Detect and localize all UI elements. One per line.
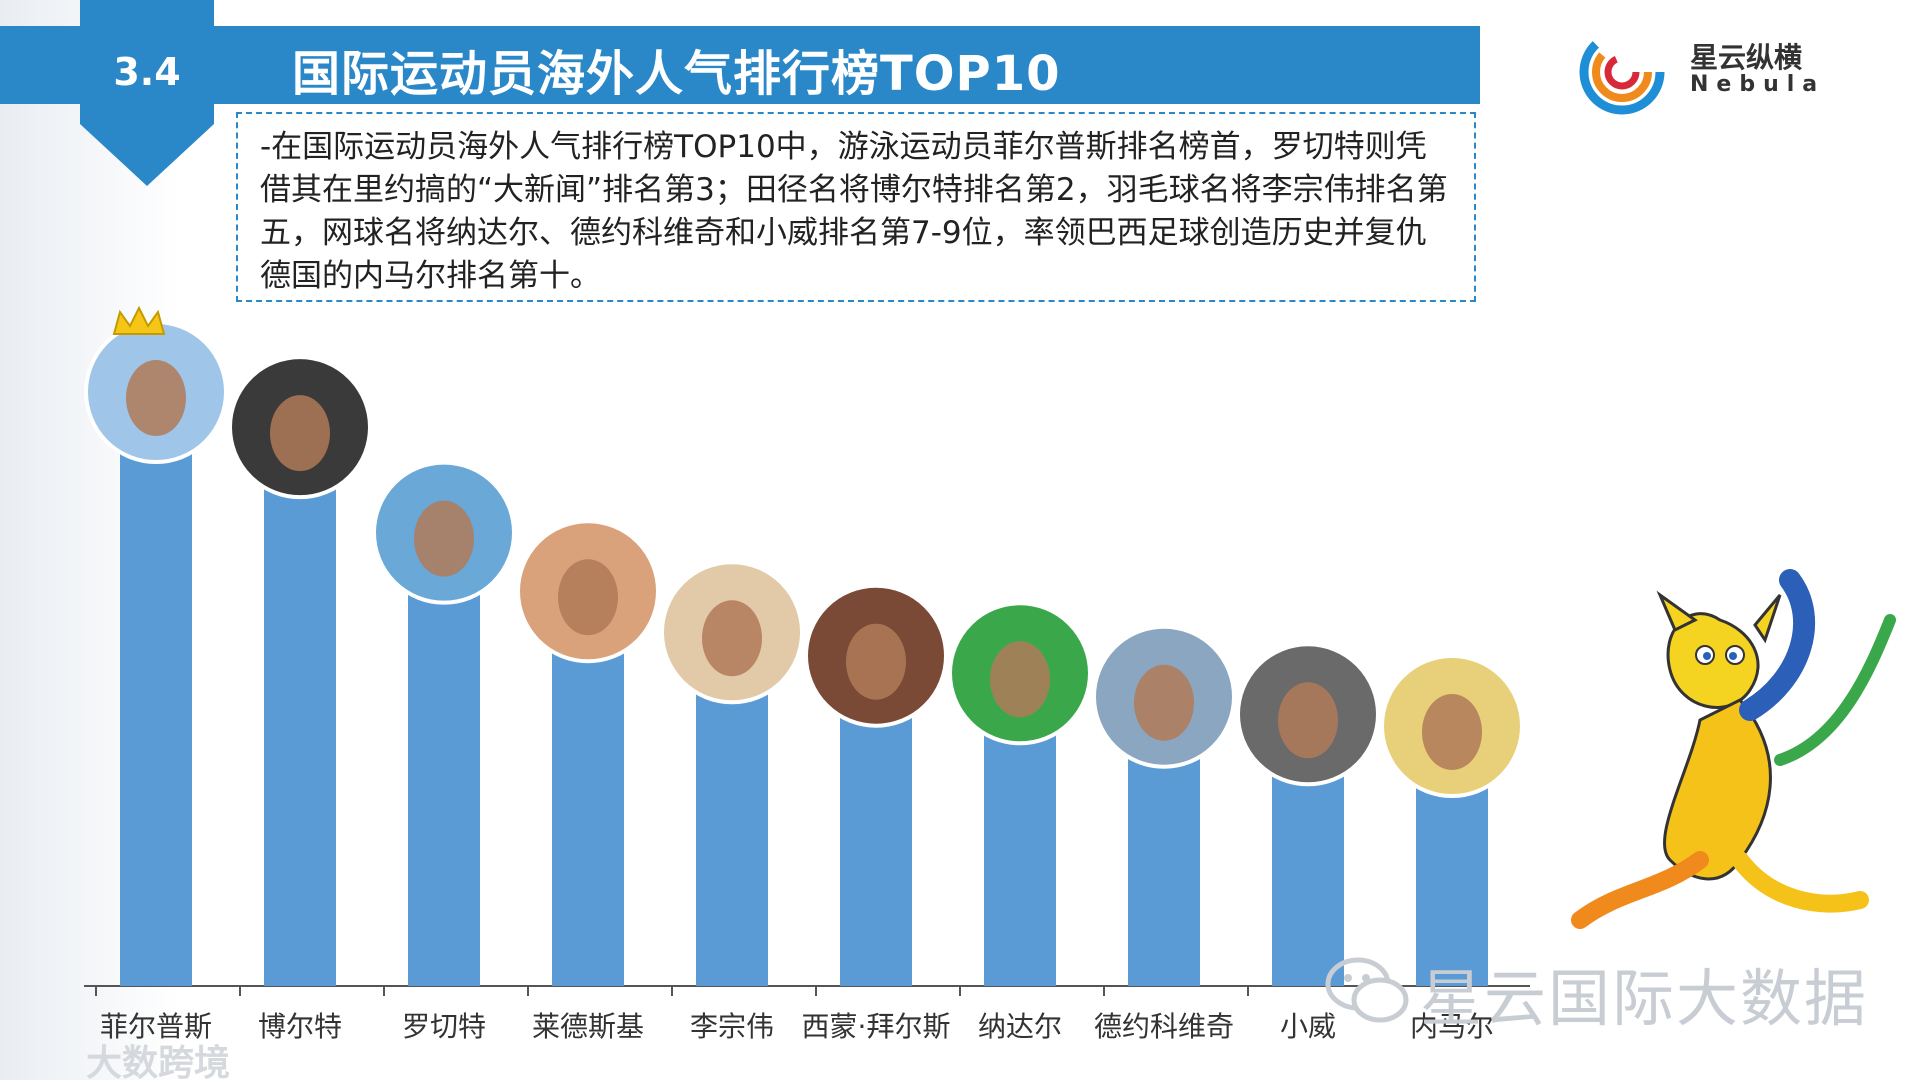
section-badge: [80, 0, 214, 124]
nebula-logo-icon: [1579, 29, 1665, 115]
header-bar: [0, 26, 1480, 104]
category-label-2: 博尔特: [258, 1010, 342, 1043]
logo-name-en: Nebula: [1690, 72, 1826, 97]
category-label-7: 纳达尔: [978, 1010, 1062, 1043]
crown-icon: [112, 305, 166, 335]
category-label-6: 西蒙·拜尔斯: [802, 1010, 951, 1043]
athlete-face-6: [846, 623, 906, 700]
athlete-face-1: [126, 360, 186, 436]
bar-3: [408, 540, 480, 986]
watermark-bottom-left: 大数跨境: [86, 1043, 231, 1084]
athlete-face-5: [702, 600, 762, 677]
category-label-8: 德约科维奇: [1094, 1010, 1234, 1043]
mascot-figure-icon: [1571, 569, 1896, 929]
bar-4: [552, 599, 624, 986]
bar-1: [120, 400, 192, 986]
watermark-text: 星云国际大数据: [1420, 962, 1869, 1035]
category-label-3: 罗切特: [402, 1010, 486, 1043]
athlete-face-7: [990, 641, 1050, 718]
logo-name-cn: 星云纵横: [1690, 41, 1803, 74]
description-text: -在国际运动员海外人气排行榜TOP10中，游泳运动员菲尔普斯排名榜首，罗切特则凭…: [260, 129, 1448, 294]
page-title: 国际运动员海外人气排行榜TOP10: [292, 46, 1061, 102]
athlete-face-3: [414, 500, 474, 577]
athlete-face-8: [1134, 664, 1194, 741]
section-number: 3.4: [113, 50, 181, 94]
athlete-face-2: [270, 395, 330, 472]
category-label-9: 小威: [1280, 1010, 1336, 1043]
athlete-face-4: [558, 559, 618, 636]
athlete-face-10: [1422, 694, 1482, 771]
section-badge-arrow: [80, 124, 214, 186]
athlete-face-9: [1278, 682, 1338, 759]
bar-2: [264, 435, 336, 986]
description-box: -在国际运动员海外人气排行榜TOP10中，游泳运动员菲尔普斯排名榜首，罗切特则凭…: [236, 112, 1476, 302]
category-label-10: 内马尔: [1410, 1010, 1494, 1043]
wechat-icon: [1325, 957, 1409, 1023]
category-label-1: 菲尔普斯: [100, 1010, 212, 1043]
category-label-4: 莱德斯基: [532, 1010, 644, 1043]
category-label-5: 李宗伟: [690, 1010, 774, 1043]
